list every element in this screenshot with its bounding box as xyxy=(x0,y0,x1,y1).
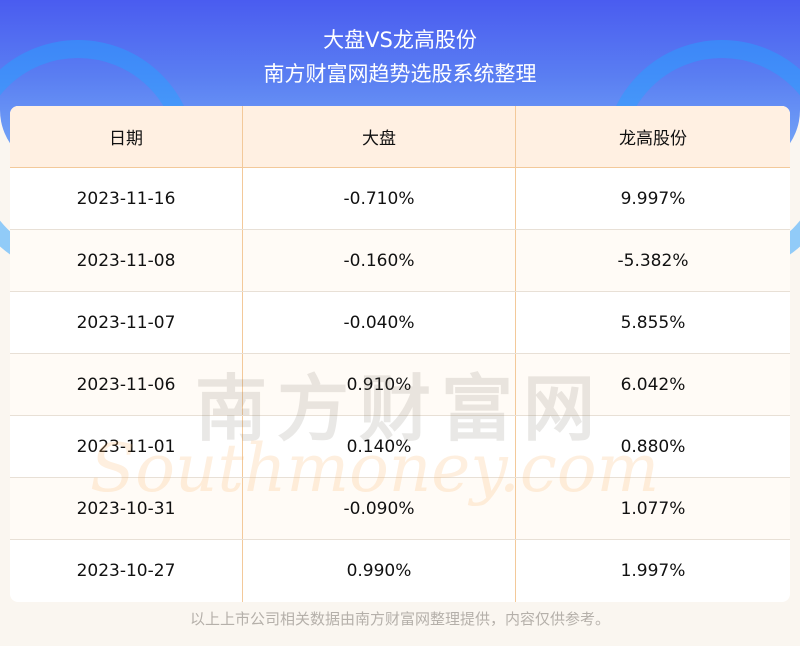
table-row: 2023-11-01 0.140% 0.880% xyxy=(10,416,790,478)
date-cell: 2023-11-07 xyxy=(10,292,243,353)
stock-cell: 9.997% xyxy=(620,188,686,209)
table-row: 2023-10-31 -0.090% 1.077% xyxy=(10,478,790,540)
market-cell: -0.040% xyxy=(243,292,516,353)
date-cell: 2023-10-27 xyxy=(10,540,243,602)
market-cell: -0.090% xyxy=(243,478,516,539)
stock-cell: -5.382% xyxy=(617,250,689,271)
stock-cell: 5.855% xyxy=(620,312,686,333)
page-subtitle: 南方财富网趋势选股系统整理 xyxy=(263,62,537,86)
date-cell: 2023-11-16 xyxy=(10,168,243,229)
market-cell: 0.140% xyxy=(243,416,516,477)
stock-cell: 0.880% xyxy=(620,436,686,457)
table-row: 2023-11-07 -0.040% 5.855% xyxy=(10,292,790,354)
table-row: 2023-11-08 -0.160% -5.382% xyxy=(10,230,790,292)
table-header-row: 日期 大盘 龙高股份 xyxy=(10,106,790,168)
date-cell: 2023-11-08 xyxy=(10,230,243,291)
market-cell: 0.990% xyxy=(243,540,516,602)
stock-cell: 6.042% xyxy=(620,374,686,395)
table-row: 2023-11-06 0.910% 6.042% xyxy=(10,354,790,416)
comparison-table: 日期 大盘 龙高股份 2023-11-16 -0.710% 9.997% 2023-1… xyxy=(10,106,790,602)
market-cell: -0.160% xyxy=(243,230,516,291)
column-header-stock: 龙高股份 xyxy=(619,129,687,149)
market-cell: -0.710% xyxy=(243,168,516,229)
date-cell: 2023-11-01 xyxy=(10,416,243,477)
column-header-date: 日期 xyxy=(10,106,243,167)
table-row: 2023-10-27 0.990% 1.997% xyxy=(10,540,790,602)
stock-cell: 1.077% xyxy=(620,498,686,519)
date-cell: 2023-10-31 xyxy=(10,478,243,539)
market-cell: 0.910% xyxy=(243,354,516,415)
column-header-market: 大盘 xyxy=(243,106,516,167)
stock-cell: 1.997% xyxy=(620,561,686,581)
footer-note: 以上上市公司相关数据由南方财富网整理提供，内容仅供参考。 xyxy=(189,610,610,628)
page-title: 大盘VS龙高股份 xyxy=(323,28,477,52)
table-row: 2023-11-16 -0.710% 9.997% xyxy=(10,168,790,230)
date-cell: 2023-11-06 xyxy=(10,354,243,415)
